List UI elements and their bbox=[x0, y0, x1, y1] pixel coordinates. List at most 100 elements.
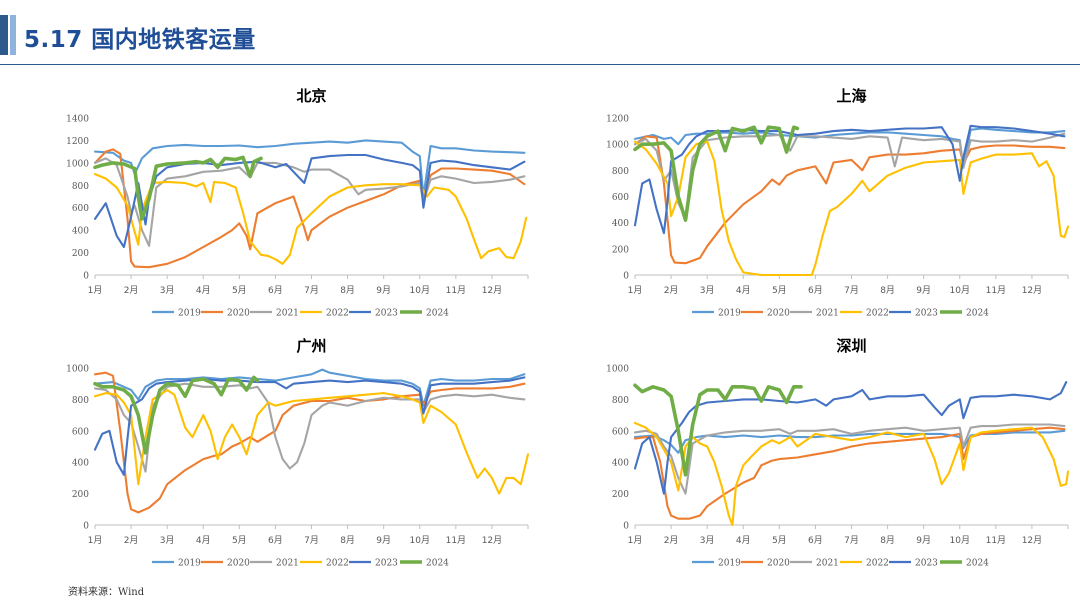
y-tick-label: 1200 bbox=[606, 115, 629, 125]
series-line-2022 bbox=[93, 388, 530, 495]
x-tick-label: 1月 bbox=[628, 285, 643, 296]
x-tick-label: 7月 bbox=[844, 535, 859, 546]
y-tick-label: 200 bbox=[612, 245, 629, 255]
legend-label-2021: 2021 bbox=[816, 559, 839, 569]
legend-label-2023: 2023 bbox=[375, 309, 398, 319]
header-divider bbox=[0, 64, 1080, 65]
legend-label-2024: 2024 bbox=[426, 309, 449, 319]
series-line-2020 bbox=[633, 426, 1066, 520]
legend-label-2022: 2022 bbox=[326, 309, 349, 319]
source-note: 资料来源：Wind bbox=[68, 587, 145, 598]
chart-title: 广州 bbox=[296, 337, 326, 355]
x-tick-label: 2月 bbox=[664, 535, 679, 546]
legend-label-2022: 2022 bbox=[866, 309, 889, 319]
y-tick-label: 400 bbox=[72, 227, 89, 237]
y-tick-label: 0 bbox=[83, 522, 89, 532]
y-tick-label: 1400 bbox=[66, 115, 89, 125]
legend-label-2019: 2019 bbox=[178, 309, 201, 319]
x-tick-label: 6月 bbox=[808, 535, 823, 546]
x-tick-label: 10月 bbox=[950, 285, 970, 296]
page-title: 5.17 国内地铁客运量 bbox=[24, 27, 256, 53]
chart-beijing: 北京 0 200 400 600 800 1000 1200 1400 1月 2月 3月 4月 5月 6月 7… bbox=[66, 87, 529, 319]
x-tick-label: 4月 bbox=[736, 535, 751, 546]
y-tick-label: 1000 bbox=[66, 159, 89, 169]
series-line-2023 bbox=[633, 124, 1066, 235]
series-line-2021 bbox=[93, 157, 526, 247]
header: 5.17 国内地铁客运量 bbox=[0, 0, 1080, 68]
legend-label-2020: 2020 bbox=[227, 309, 250, 319]
y-tick-label: 200 bbox=[72, 249, 89, 259]
x-tick-label: 3月 bbox=[160, 285, 175, 296]
legend-label-2024: 2024 bbox=[966, 559, 989, 569]
chart-guangzhou: 广州 0 200 400 600 800 1000 1月 2月 3月 4月 5月 6月 7月 8月 9月 10月… bbox=[66, 337, 530, 569]
series-line-2020 bbox=[633, 135, 1066, 265]
legend-label-2019: 2019 bbox=[178, 559, 201, 569]
x-tick-label: 1月 bbox=[88, 285, 103, 296]
series-line-2023 bbox=[93, 376, 526, 476]
series-line-2019 bbox=[93, 139, 526, 198]
chart-panel-guangzhou: 广州 0 200 400 600 800 1000 1月 2月 3月 4月 5月 6月 7月 8月 9月 10月… bbox=[0, 330, 540, 582]
x-tick-label: 1月 bbox=[88, 535, 103, 546]
x-tick-label: 11月 bbox=[446, 285, 466, 296]
series-line-2024 bbox=[633, 383, 803, 477]
x-tick-label: 6月 bbox=[268, 535, 283, 546]
chart-title: 北京 bbox=[296, 87, 326, 105]
x-tick-label: 11月 bbox=[986, 285, 1006, 296]
legend-label-2021: 2021 bbox=[816, 309, 839, 319]
y-tick-label: 800 bbox=[72, 182, 89, 192]
series-line-2022 bbox=[633, 140, 1070, 277]
x-tick-label: 7月 bbox=[304, 535, 319, 546]
y-tick-label: 400 bbox=[612, 459, 629, 469]
chart-title: 深圳 bbox=[836, 337, 866, 355]
legend-label-2023: 2023 bbox=[915, 559, 938, 569]
y-tick-label: 0 bbox=[623, 272, 629, 282]
chart-title: 上海 bbox=[836, 87, 866, 105]
series-line-2023 bbox=[633, 381, 1068, 495]
header-accent-bar-light bbox=[10, 15, 16, 55]
x-tick-label: 1月 bbox=[628, 535, 643, 546]
x-tick-label: 5月 bbox=[772, 535, 787, 546]
x-tick-label: 3月 bbox=[160, 535, 175, 546]
x-tick-label: 5月 bbox=[232, 535, 247, 546]
y-tick-label: 1000 bbox=[66, 365, 89, 375]
series-line-2024 bbox=[93, 375, 260, 455]
x-tick-label: 10月 bbox=[410, 285, 430, 296]
x-tick-label: 8月 bbox=[340, 535, 355, 546]
series-line-2020 bbox=[93, 148, 526, 269]
x-tick-label: 3月 bbox=[700, 535, 715, 546]
x-tick-label: 12月 bbox=[1022, 285, 1042, 296]
chart-shanghai: 上海 0 200 400 600 800 1000 1200 1月 2月 3月 4月 5月 6月 7月 8月 9… bbox=[606, 87, 1070, 319]
series-line-2019 bbox=[633, 127, 1066, 169]
y-tick-label: 800 bbox=[612, 396, 629, 406]
y-tick-label: 1200 bbox=[66, 137, 89, 147]
y-tick-label: 400 bbox=[72, 459, 89, 469]
x-tick-label: 6月 bbox=[808, 285, 823, 296]
y-tick-label: 600 bbox=[612, 427, 629, 437]
x-tick-label: 2月 bbox=[124, 285, 139, 296]
y-tick-label: 600 bbox=[72, 204, 89, 214]
x-tick-label: 12月 bbox=[482, 285, 502, 296]
legend-label-2019: 2019 bbox=[718, 559, 741, 569]
x-tick-label: 9月 bbox=[916, 535, 931, 546]
x-tick-label: 2月 bbox=[124, 535, 139, 546]
x-tick-label: 12月 bbox=[1022, 535, 1042, 546]
legend-label-2024: 2024 bbox=[426, 559, 449, 569]
x-tick-label: 8月 bbox=[340, 285, 355, 296]
legend-label-2020: 2020 bbox=[227, 559, 250, 569]
y-tick-label: 200 bbox=[612, 490, 629, 500]
x-tick-label: 12月 bbox=[482, 535, 502, 546]
legend-label-2022: 2022 bbox=[866, 559, 889, 569]
y-tick-label: 800 bbox=[612, 167, 629, 177]
legend-label-2020: 2020 bbox=[767, 309, 790, 319]
x-tick-label: 4月 bbox=[736, 285, 751, 296]
series-line-2022 bbox=[93, 173, 528, 265]
chart-shenzhen: 深圳 0 200 400 600 800 1000 1月 2月 3月 4月 5月 6月 7月 8月 9月 10月… bbox=[606, 337, 1070, 569]
y-tick-label: 800 bbox=[72, 396, 89, 406]
series-line-2022 bbox=[633, 421, 1070, 527]
legend-label-2020: 2020 bbox=[767, 559, 790, 569]
y-tick-label: 0 bbox=[623, 522, 629, 532]
x-tick-label: 8月 bbox=[880, 535, 895, 546]
y-tick-label: 1000 bbox=[606, 141, 629, 151]
y-tick-label: 200 bbox=[72, 490, 89, 500]
x-tick-label: 5月 bbox=[232, 285, 247, 296]
